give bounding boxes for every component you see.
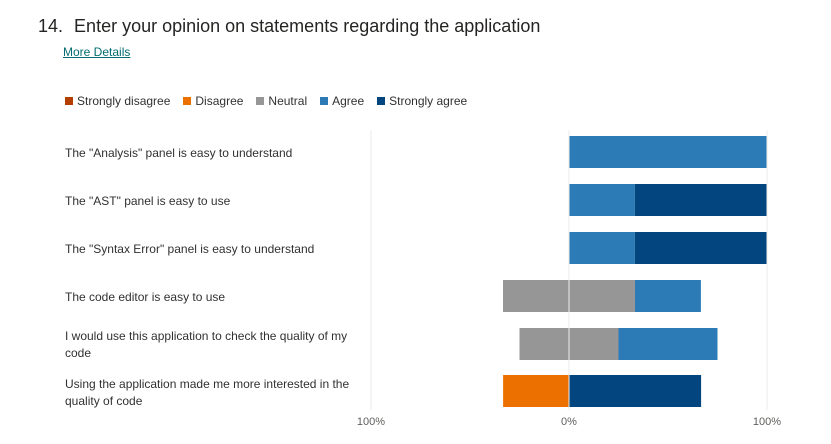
question-number: 14.	[38, 16, 64, 36]
legend-item-agree[interactable]: Agree	[320, 94, 364, 108]
more-details-link[interactable]: More Details	[63, 45, 131, 59]
bar-agree[interactable]	[635, 280, 701, 312]
x-tick-label: 100%	[357, 416, 385, 428]
x-tick-label: 0%	[561, 416, 577, 428]
legend-item-strongly-disagree[interactable]: Strongly disagree	[65, 94, 170, 108]
statement-label-code-editor: The code editor is easy to use	[65, 290, 226, 304]
bar-agree[interactable]	[618, 328, 718, 360]
bar-disagree[interactable]	[503, 375, 569, 407]
legend-label: Strongly agree	[389, 94, 468, 108]
bar-agree[interactable]	[569, 136, 767, 168]
bars-layer	[503, 136, 767, 407]
statement-label-syntax-error-panel: The "Syntax Error" panel is easy to unde…	[65, 242, 315, 256]
bar-strongly-agree[interactable]	[634, 232, 767, 264]
bar-agree[interactable]	[569, 232, 635, 264]
bar-agree[interactable]	[569, 184, 635, 216]
question-title: 14. Enter your opinion on statements reg…	[38, 16, 540, 37]
legend-label: Strongly disagree	[77, 94, 171, 108]
legend-swatch	[183, 97, 192, 105]
chart-legend: Strongly disagree Disagree Neutral Agree…	[65, 94, 480, 108]
legend-label: Agree	[332, 94, 365, 108]
legend-item-strongly-agree[interactable]: Strongly agree	[377, 94, 467, 108]
legend-item-disagree[interactable]: Disagree	[183, 94, 243, 108]
statement-label-analysis-panel: The "Analysis" panel is easy to understa…	[65, 146, 293, 160]
bar-strongly-agree[interactable]	[569, 375, 702, 407]
legend-label: Disagree	[195, 94, 244, 108]
legend-swatch	[320, 97, 329, 105]
legend-item-neutral[interactable]: Neutral	[256, 94, 307, 108]
legend-swatch	[256, 97, 265, 105]
question-text: Enter your opinion on statements regardi…	[74, 16, 541, 36]
bar-strongly-agree[interactable]	[634, 184, 767, 216]
axis-layer: 100% 0% 100%	[357, 130, 781, 428]
legend-label: Neutral	[268, 94, 308, 108]
legend-swatch	[377, 97, 386, 105]
statement-label-use-application: I would use this application to check th…	[65, 329, 348, 360]
statement-label-more-interested: Using the application made me more inter…	[65, 377, 350, 408]
x-tick-label: 100%	[753, 416, 781, 428]
statement-label-ast-panel: The "AST" panel is easy to use	[65, 194, 231, 208]
legend-swatch	[65, 97, 73, 105]
